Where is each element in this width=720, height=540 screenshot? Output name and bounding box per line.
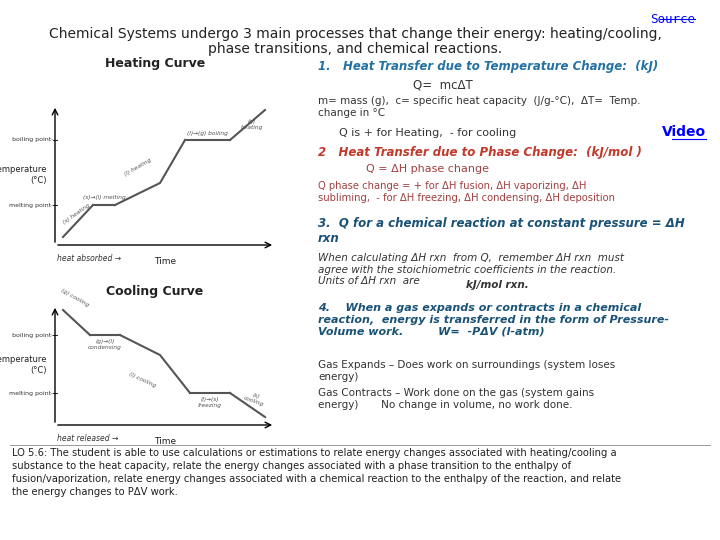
Text: Chemical Systems undergo 3 main processes that change their energy: heating/cool: Chemical Systems undergo 3 main processe…: [48, 27, 662, 41]
Text: melting point-: melting point-: [9, 202, 53, 207]
Text: Temperature
(°C): Temperature (°C): [0, 165, 47, 185]
Text: 1.   Heat Transfer due to Temperature Change:  (kJ): 1. Heat Transfer due to Temperature Chan…: [318, 60, 658, 73]
Text: Video: Video: [662, 125, 706, 139]
Text: Source: Source: [650, 13, 695, 26]
Text: (l)→(g) boiling: (l)→(g) boiling: [187, 131, 228, 136]
Text: heat absorbed →: heat absorbed →: [57, 254, 121, 263]
Text: (s) heating: (s) heating: [63, 202, 91, 225]
Text: fusion/vaporization, relate energy changes associated with a chemical reaction t: fusion/vaporization, relate energy chang…: [12, 474, 621, 484]
Text: m= mass (g),  c= specific heat capacity  (J/g-°C),  ΔT=  Temp.
change in °C: m= mass (g), c= specific heat capacity (…: [318, 96, 641, 118]
Text: Gas Contracts – Work done on the gas (system gains
energy)       No change in vo: Gas Contracts – Work done on the gas (sy…: [318, 388, 594, 410]
Text: When calculating ΔH rxn  from Q,  remember ΔH rxn  must
agree with the stoichiom: When calculating ΔH rxn from Q, remember…: [318, 253, 624, 286]
Text: Gas Expands – Does work on surroundings (system loses
energy): Gas Expands – Does work on surroundings …: [318, 360, 616, 382]
Text: Q=  mcΔT: Q= mcΔT: [413, 78, 473, 91]
Text: boiling point-: boiling point-: [12, 333, 53, 338]
Text: phase transitions, and chemical reactions.: phase transitions, and chemical reaction…: [208, 42, 502, 56]
Text: Q phase change = + for ΔH fusion, ΔH vaporizing, ΔH
subliming,  - for ΔH freezin: Q phase change = + for ΔH fusion, ΔH vap…: [318, 181, 615, 202]
Text: Q is + for Heating,  - for cooling: Q is + for Heating, - for cooling: [339, 128, 517, 138]
Text: Time: Time: [154, 437, 176, 446]
Text: 4.    When a gas expands or contracts in a chemical
reaction,  energy is transfe: 4. When a gas expands or contracts in a …: [318, 303, 669, 336]
Text: (s)→(l) melting: (s)→(l) melting: [83, 195, 125, 200]
Text: (s)
cooling: (s) cooling: [243, 389, 267, 407]
Text: heat released →: heat released →: [57, 434, 118, 443]
Text: boiling point-: boiling point-: [12, 138, 53, 143]
Text: Heating Curve: Heating Curve: [105, 57, 205, 70]
Text: (l) heating: (l) heating: [124, 158, 153, 177]
Text: Q = ΔH phase change: Q = ΔH phase change: [366, 164, 490, 174]
Text: (l)→(s)
freezing: (l)→(s) freezing: [198, 397, 222, 408]
Text: (l) cooling: (l) cooling: [127, 371, 156, 388]
Text: (g)→(l)
condensing: (g)→(l) condensing: [88, 339, 122, 350]
Text: Cooling Curve: Cooling Curve: [107, 285, 204, 298]
Text: (g) cooling: (g) cooling: [60, 288, 90, 308]
Text: kJ/mol rxn.: kJ/mol rxn.: [466, 280, 528, 290]
Text: Temperature
(°C): Temperature (°C): [0, 355, 47, 375]
Text: LO 5.6: The student is able to use calculations or estimations to relate energy : LO 5.6: The student is able to use calcu…: [12, 448, 616, 458]
Text: melting point-: melting point-: [9, 390, 53, 395]
Text: 2   Heat Transfer due to Phase Change:  (kJ/mol ): 2 Heat Transfer due to Phase Change: (kJ…: [318, 146, 642, 159]
Text: Time: Time: [154, 257, 176, 266]
Text: (g)
heating: (g) heating: [240, 119, 264, 130]
Text: the energy changes to PΔV work.: the energy changes to PΔV work.: [12, 487, 178, 497]
Text: substance to the heat capacity, relate the energy changes associated with a phas: substance to the heat capacity, relate t…: [12, 461, 571, 471]
Text: 3.  Q for a chemical reaction at constant pressure = ΔH
rxn: 3. Q for a chemical reaction at constant…: [318, 217, 685, 245]
